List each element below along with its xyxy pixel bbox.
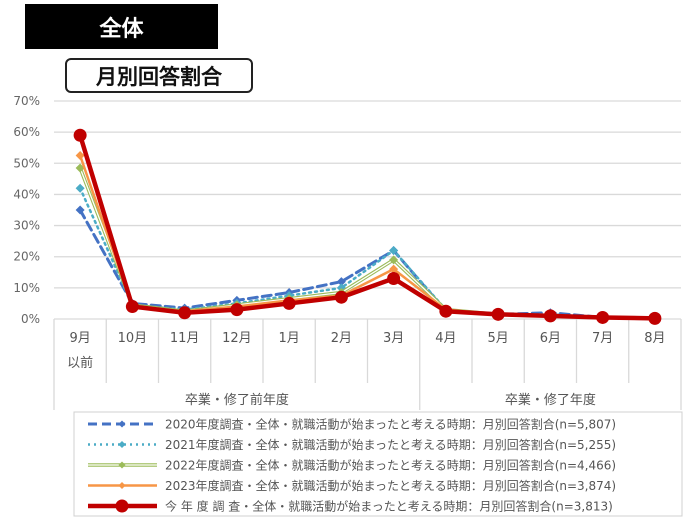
series-0 bbox=[75, 205, 660, 323]
legend-item: 2022年度調査・全体・就職活動が始まったと考える時期：月別回答割合(n=4,4… bbox=[88, 458, 616, 473]
y-tick-label: 0% bbox=[21, 312, 40, 326]
data-point-diamond bbox=[336, 277, 346, 287]
y-tick-label: 20% bbox=[13, 250, 40, 264]
data-point-circle bbox=[125, 300, 139, 314]
y-tick-label: 60% bbox=[13, 125, 40, 139]
x-group-label: 卒業・修了年度 bbox=[505, 392, 596, 408]
data-point-diamond bbox=[75, 205, 85, 215]
series-line bbox=[78, 154, 657, 320]
x-tick-label: 8月 bbox=[644, 331, 665, 346]
series-3 bbox=[75, 151, 660, 323]
data-point-diamond bbox=[118, 441, 126, 448]
legend-label: 今 年 度 調 査・全体・就職活動が始まったと考える時期：月別回答割合(n=3,… bbox=[165, 499, 613, 514]
data-point-circle bbox=[115, 499, 129, 513]
x-tick-label: 以前 bbox=[67, 355, 93, 371]
y-tick-label: 70% bbox=[13, 94, 40, 108]
series-line-outline bbox=[78, 167, 655, 321]
data-point-circle bbox=[73, 128, 87, 142]
x-tick-label: 12月 bbox=[222, 331, 252, 346]
legend-item: 2020年度調査・全体・就職活動が始まったと考える時期：月別回答割合(n=5,8… bbox=[88, 417, 616, 432]
series-line-inner bbox=[79, 167, 655, 320]
legend-label: 2020年度調査・全体・就職活動が始まったと考える時期：月別回答割合(n=5,8… bbox=[165, 417, 616, 432]
data-point-circle bbox=[596, 310, 610, 324]
y-tick-label: 40% bbox=[13, 187, 40, 201]
y-tick-label: 10% bbox=[13, 281, 40, 295]
x-tick-label: 5月 bbox=[487, 331, 508, 346]
data-point-circle bbox=[439, 304, 453, 318]
data-point-circle bbox=[387, 272, 401, 286]
x-tick-label: 2月 bbox=[331, 331, 352, 346]
legend-item: 今 年 度 調 査・全体・就職活動が始まったと考える時期：月別回答割合(n=3,… bbox=[88, 499, 613, 514]
y-tick-label: 30% bbox=[13, 219, 40, 233]
data-point-circle bbox=[648, 311, 662, 325]
legend-box bbox=[73, 411, 683, 517]
legend: 2020年度調査・全体・就職活動が始まったと考える時期：月別回答割合(n=5,8… bbox=[73, 411, 683, 517]
x-group-label: 卒業・修了前年度 bbox=[185, 392, 289, 408]
data-point-circle bbox=[543, 309, 557, 323]
data-point-diamond bbox=[389, 245, 399, 255]
data-point-diamond bbox=[118, 482, 126, 489]
x-tick-label: 7月 bbox=[592, 331, 613, 346]
series-2 bbox=[75, 163, 660, 323]
x-tick-label: 6月 bbox=[540, 331, 561, 346]
data-point-diamond bbox=[389, 255, 399, 265]
x-tick-label: 1月 bbox=[278, 331, 299, 346]
x-tick-label: 10月 bbox=[118, 331, 148, 346]
series-line bbox=[77, 133, 658, 321]
data-point-diamond bbox=[118, 461, 126, 469]
data-point-circle bbox=[230, 303, 244, 317]
series-4 bbox=[73, 128, 662, 325]
data-point-diamond bbox=[75, 183, 85, 193]
legend-label: 2021年度調査・全体・就職活動が始まったと考える時期：月別回答割合(n=5,2… bbox=[165, 437, 616, 452]
x-tick-label: 9月 bbox=[69, 331, 90, 346]
x-tick-label: 4月 bbox=[435, 331, 456, 346]
legend-label: 2022年度調査・全体・就職活動が始まったと考える時期：月別回答割合(n=4,4… bbox=[165, 458, 616, 473]
data-point-circle bbox=[178, 306, 192, 320]
data-point-diamond bbox=[118, 420, 126, 428]
data-point-circle bbox=[491, 307, 505, 321]
legend-item: 2021年度調査・全体・就職活動が始まったと考える時期：月別回答割合(n=5,2… bbox=[88, 437, 616, 452]
data-point-circle bbox=[282, 296, 296, 310]
series-line bbox=[78, 186, 657, 320]
y-tick-label: 50% bbox=[13, 156, 40, 170]
data-point-diamond bbox=[75, 151, 85, 160]
x-tick-label: 11月 bbox=[170, 331, 200, 346]
x-tick-label: 3月 bbox=[383, 331, 404, 346]
data-point-diamond bbox=[389, 264, 399, 274]
series-line bbox=[78, 208, 657, 320]
series-1 bbox=[75, 183, 660, 323]
legend-label: 2023年度調査・全体・就職活動が始まったと考える時期：月別回答割合(n=3,8… bbox=[165, 478, 616, 493]
section-title: 全体 bbox=[25, 4, 218, 49]
data-point-circle bbox=[334, 290, 348, 304]
chart-title: 月別回答割合 bbox=[65, 58, 253, 93]
legend-item: 2023年度調査・全体・就職活動が始まったと考える時期：月別回答割合(n=3,8… bbox=[88, 478, 616, 493]
